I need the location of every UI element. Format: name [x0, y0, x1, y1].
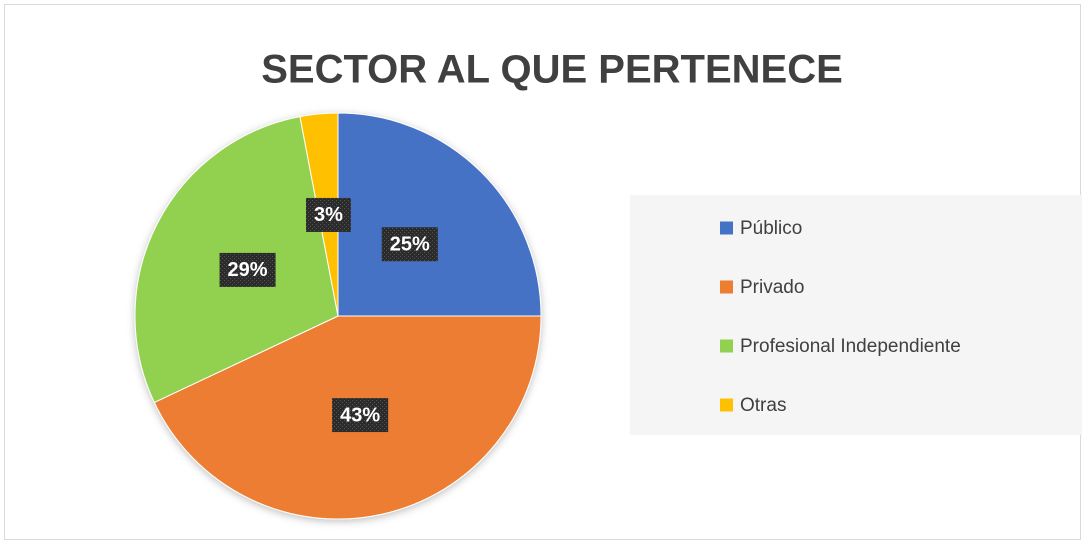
data-label-box — [332, 398, 389, 433]
pie-slice — [337, 112, 542, 317]
legend-swatch — [720, 339, 733, 353]
data-label: 25% — [390, 234, 430, 256]
data-label-box — [381, 227, 438, 262]
legend-label: Profesional Independiente — [740, 336, 961, 357]
pie — [134, 112, 542, 520]
data-label-box — [305, 197, 351, 232]
legend-swatch — [720, 280, 733, 294]
legend-label: Otras — [740, 395, 786, 416]
data-label: 3% — [314, 204, 343, 226]
data-label-box — [219, 252, 276, 287]
legend-swatch — [720, 398, 733, 412]
legend-swatch — [720, 221, 733, 235]
data-label: 43% — [340, 404, 380, 426]
legend-label: Privado — [740, 277, 804, 298]
legend-box — [630, 195, 1082, 435]
legend-label: Público — [740, 218, 802, 239]
chart-title: SECTOR AL QUE PERTENECE — [261, 48, 843, 92]
data-label: 29% — [228, 259, 268, 281]
